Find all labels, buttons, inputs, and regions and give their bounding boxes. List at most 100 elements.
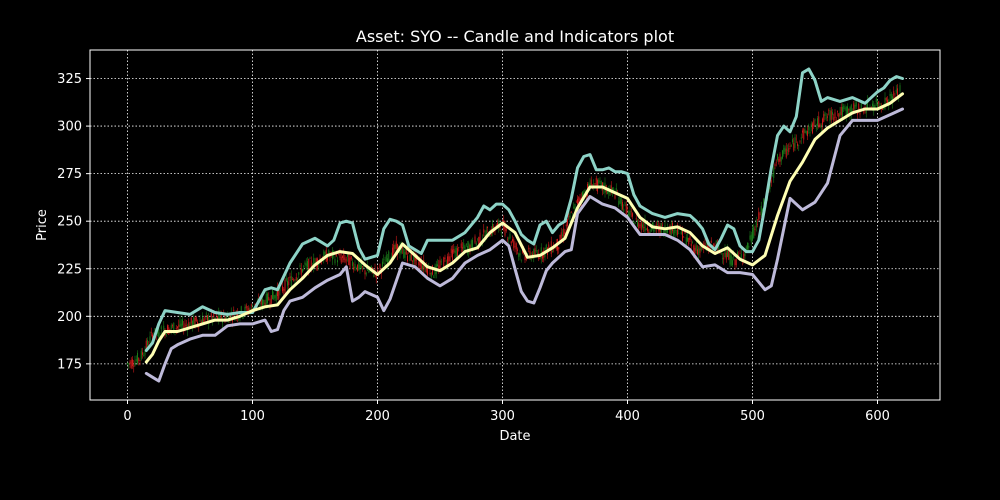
candle-body	[355, 268, 357, 270]
candle-body	[560, 232, 562, 239]
candle-body	[303, 266, 305, 267]
candle-body	[444, 257, 446, 259]
candle-body	[172, 325, 173, 327]
candle-body	[838, 113, 840, 117]
candle-body	[519, 253, 521, 256]
candle-body	[837, 111, 838, 112]
candle-body	[770, 179, 772, 183]
candle-body	[704, 242, 706, 246]
candle-body	[817, 118, 818, 126]
candle-body	[802, 130, 803, 133]
y-tick-label: 325	[57, 72, 82, 87]
candle-body	[578, 196, 580, 204]
candle-body	[137, 352, 138, 364]
x-tick-label: 500	[740, 409, 765, 424]
candle-body	[823, 114, 825, 122]
candle-body	[878, 101, 880, 104]
candle-body	[427, 268, 428, 275]
candle-body	[857, 113, 858, 115]
candle-body	[392, 247, 393, 259]
candle-body	[299, 265, 301, 267]
candle-body	[468, 242, 470, 254]
candle-body	[573, 206, 575, 209]
candle-body	[323, 251, 325, 262]
candle-body	[163, 325, 165, 330]
candle-body	[545, 244, 547, 249]
x-tick-label: 100	[240, 409, 265, 424]
candle-body	[264, 302, 266, 307]
candle-body	[329, 255, 331, 258]
candle-body	[850, 104, 852, 115]
candle-body	[710, 240, 712, 243]
candle-body	[883, 108, 885, 109]
candle-body	[835, 119, 837, 121]
candle-body	[409, 254, 411, 261]
candle-body	[619, 194, 621, 204]
candle-body	[565, 224, 567, 227]
candle-body	[440, 261, 442, 263]
candle-body	[793, 143, 795, 151]
candle-body	[700, 244, 702, 251]
candle-body	[853, 103, 855, 113]
candle-body	[610, 185, 612, 190]
chart-title: Asset: SYO -- Candle and Indicators plot	[356, 27, 674, 46]
candle-body	[732, 260, 733, 266]
candle-body	[225, 316, 227, 320]
candle-body	[340, 257, 342, 263]
candle-body	[748, 245, 750, 248]
candle-body	[250, 304, 252, 306]
candle-body	[265, 293, 267, 307]
candle-body	[485, 230, 487, 240]
candle-body	[374, 269, 376, 273]
candle-body	[202, 317, 203, 326]
candle-body	[464, 246, 466, 253]
candle-body	[747, 242, 748, 250]
candle-body	[577, 198, 578, 205]
candle-body	[624, 202, 626, 204]
candle-body	[292, 279, 293, 280]
candle-body	[512, 239, 513, 242]
candle-body	[308, 259, 310, 273]
candle-body	[188, 322, 190, 329]
candle-body	[659, 225, 661, 236]
candle-body	[199, 320, 201, 322]
candle-body	[515, 243, 517, 250]
candle-body	[574, 203, 576, 212]
candle-body	[780, 157, 782, 162]
candle-body	[899, 85, 901, 92]
candle-body	[858, 103, 860, 112]
candle-body	[240, 306, 242, 312]
candle-body	[859, 112, 861, 115]
candle-body	[208, 316, 210, 325]
candle-body	[272, 289, 273, 300]
candle-body	[569, 215, 571, 219]
candle-body	[643, 226, 645, 229]
candle-body	[438, 265, 440, 272]
candle-body	[324, 251, 326, 255]
candle-body	[492, 223, 493, 234]
candle-body	[744, 251, 746, 257]
candle-body	[282, 286, 283, 292]
candle-body	[263, 300, 265, 304]
candle-body	[535, 250, 537, 252]
candle-body	[667, 228, 668, 233]
candle-body	[520, 259, 522, 261]
x-axis-label: Date	[499, 429, 530, 444]
candle-body	[528, 248, 530, 249]
candle-body	[773, 167, 775, 178]
candle-body	[345, 259, 347, 261]
candle-body	[558, 247, 560, 250]
candle-body	[507, 238, 508, 240]
candle-body	[779, 154, 781, 162]
candle-body	[462, 247, 463, 249]
candle-body	[430, 272, 432, 278]
candle-body	[803, 128, 805, 140]
candle-body	[620, 198, 622, 207]
candle-body	[874, 104, 876, 108]
candle-body	[352, 261, 353, 266]
candle-body	[789, 146, 791, 148]
candle-body	[760, 206, 762, 216]
candle-body	[379, 264, 381, 268]
candle-body	[510, 241, 512, 244]
